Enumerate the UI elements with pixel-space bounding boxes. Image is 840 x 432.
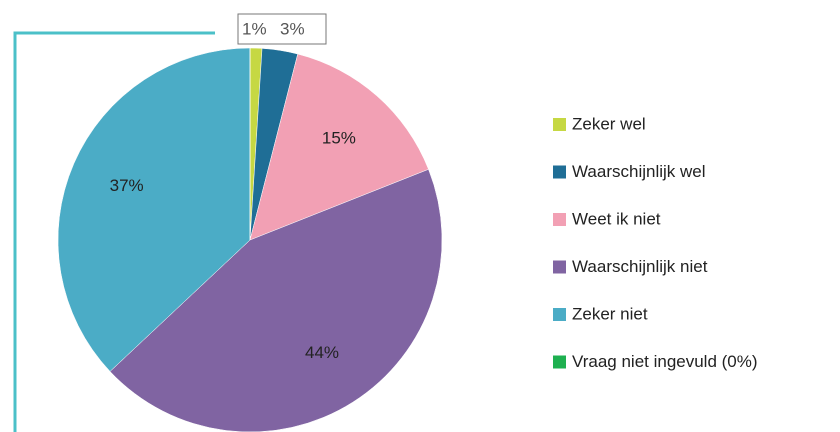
pie-slice bbox=[109, 168, 443, 432]
label-box bbox=[237, 13, 327, 45]
legend-label: Waarschijnlijk niet bbox=[572, 257, 708, 276]
frame-bracket bbox=[13, 31, 215, 432]
legend-swatch bbox=[553, 118, 566, 131]
legend-swatch bbox=[553, 260, 566, 274]
data-label: 15% bbox=[322, 129, 356, 148]
data-label: 3% bbox=[280, 19, 305, 38]
legend-label: Zeker niet bbox=[572, 304, 648, 323]
legend-swatch bbox=[553, 308, 566, 321]
legend-label: Waarschijnlijk wel bbox=[572, 162, 706, 181]
legend-label: Weet ik niet bbox=[572, 209, 661, 228]
legend-swatch bbox=[553, 213, 566, 226]
legend-label: Vraag niet ingevuld (0%) bbox=[572, 352, 758, 371]
legend-swatch bbox=[553, 355, 566, 369]
pie-slice bbox=[57, 47, 251, 372]
pie-slice bbox=[249, 53, 429, 241]
legend-label: Zeker wel bbox=[572, 114, 646, 133]
data-label: 37% bbox=[110, 176, 144, 195]
legend-swatch bbox=[553, 165, 566, 179]
data-label: 1% bbox=[242, 19, 267, 38]
data-label: 44% bbox=[305, 343, 339, 362]
